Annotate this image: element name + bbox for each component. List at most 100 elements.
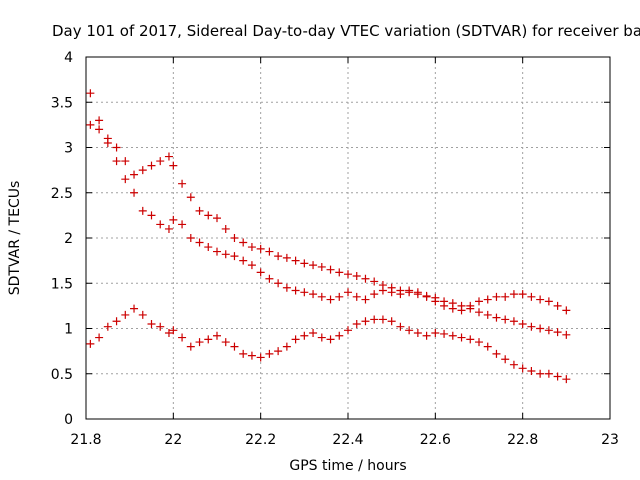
data-point <box>352 292 361 301</box>
x-tick-label: 22.6 <box>420 432 451 448</box>
data-point <box>378 315 387 324</box>
data-point <box>361 317 370 326</box>
data-point <box>518 290 527 299</box>
y-tick-label: 2 <box>64 231 73 247</box>
data-point <box>413 329 422 338</box>
data-point <box>130 170 139 179</box>
data-point <box>562 375 571 384</box>
data-point <box>344 270 352 279</box>
data-point <box>147 319 156 328</box>
data-point <box>326 265 335 274</box>
data-point <box>370 277 379 286</box>
data-point <box>527 322 536 331</box>
y-tick-label: 0 <box>64 412 73 428</box>
data-point <box>483 342 492 351</box>
data-point <box>562 330 571 339</box>
data-point <box>317 333 326 342</box>
data-point <box>164 224 173 233</box>
data-point <box>86 339 95 348</box>
data-point <box>405 326 414 335</box>
data-point <box>130 188 139 197</box>
data-point <box>156 220 165 229</box>
data-point <box>335 292 344 301</box>
data-point <box>492 313 501 322</box>
data-point <box>378 286 387 295</box>
data-point <box>121 175 130 184</box>
data-point <box>204 211 213 220</box>
data-point <box>300 288 309 297</box>
data-point <box>501 315 510 324</box>
data-point <box>475 297 483 306</box>
data-point <box>86 120 95 129</box>
data-point <box>448 304 457 313</box>
data-point <box>239 349 248 358</box>
data-point <box>326 295 335 304</box>
data-point <box>509 290 518 299</box>
data-point <box>195 338 204 347</box>
data-point <box>405 286 414 295</box>
data-point <box>282 253 291 262</box>
data-point <box>544 297 553 306</box>
data-point <box>352 272 361 281</box>
data-point <box>466 301 475 310</box>
data-point <box>230 252 239 261</box>
data-point <box>553 301 562 310</box>
data-point <box>291 256 300 265</box>
data-point <box>130 304 139 313</box>
y-tick-label: 1 <box>64 322 73 338</box>
data-point <box>527 367 536 376</box>
data-point <box>370 290 379 299</box>
data-point <box>121 310 130 319</box>
data-point <box>536 324 545 333</box>
data-point <box>247 261 256 270</box>
data-point <box>413 288 422 297</box>
data-point <box>492 349 501 358</box>
data-point <box>121 157 130 166</box>
data-point <box>256 353 265 362</box>
data-point <box>178 333 187 342</box>
y-tick-label: 4 <box>64 50 73 66</box>
data-point <box>422 292 431 301</box>
data-point <box>221 250 230 259</box>
data-point <box>553 328 562 337</box>
data-point <box>361 274 370 283</box>
data-point <box>344 288 352 297</box>
y-tick-label: 3.5 <box>51 95 73 111</box>
data-point <box>370 315 379 324</box>
data-point <box>309 290 318 299</box>
data-point <box>509 360 518 369</box>
x-tick-label: 23 <box>601 432 619 448</box>
y-axis-label: SDTVAR / TECUs <box>7 181 23 296</box>
series-track-b <box>86 89 571 315</box>
data-point <box>317 262 326 271</box>
data-point <box>164 152 173 161</box>
data-point <box>95 125 104 134</box>
data-point <box>501 355 510 364</box>
data-point <box>138 310 147 319</box>
data-point <box>344 326 352 335</box>
axis-ticks: 21.8 22 22.2 22.4 22.6 22.8 23 0 0.5 1 1.5 2 2.5 3 3.5… <box>51 50 619 448</box>
data-point <box>265 247 274 256</box>
data-point <box>274 252 283 261</box>
data-point <box>195 238 204 247</box>
data-point <box>274 347 283 356</box>
data-point <box>527 292 536 301</box>
x-tick-label: 22.2 <box>245 432 276 448</box>
data-point <box>387 288 396 297</box>
data-point <box>396 290 405 299</box>
data-point <box>335 268 344 277</box>
data-point <box>86 89 95 98</box>
data-point <box>112 317 121 326</box>
data-point <box>300 259 309 268</box>
x-tick-label: 22.8 <box>507 432 538 448</box>
data-point <box>274 279 283 288</box>
data-point <box>431 329 440 338</box>
data-point <box>186 234 195 242</box>
x-tick-label: 22.4 <box>332 432 363 448</box>
data-point <box>186 193 195 202</box>
data-point <box>239 256 248 265</box>
data-point <box>221 224 230 233</box>
data-point <box>431 297 440 306</box>
data-point <box>103 138 112 147</box>
